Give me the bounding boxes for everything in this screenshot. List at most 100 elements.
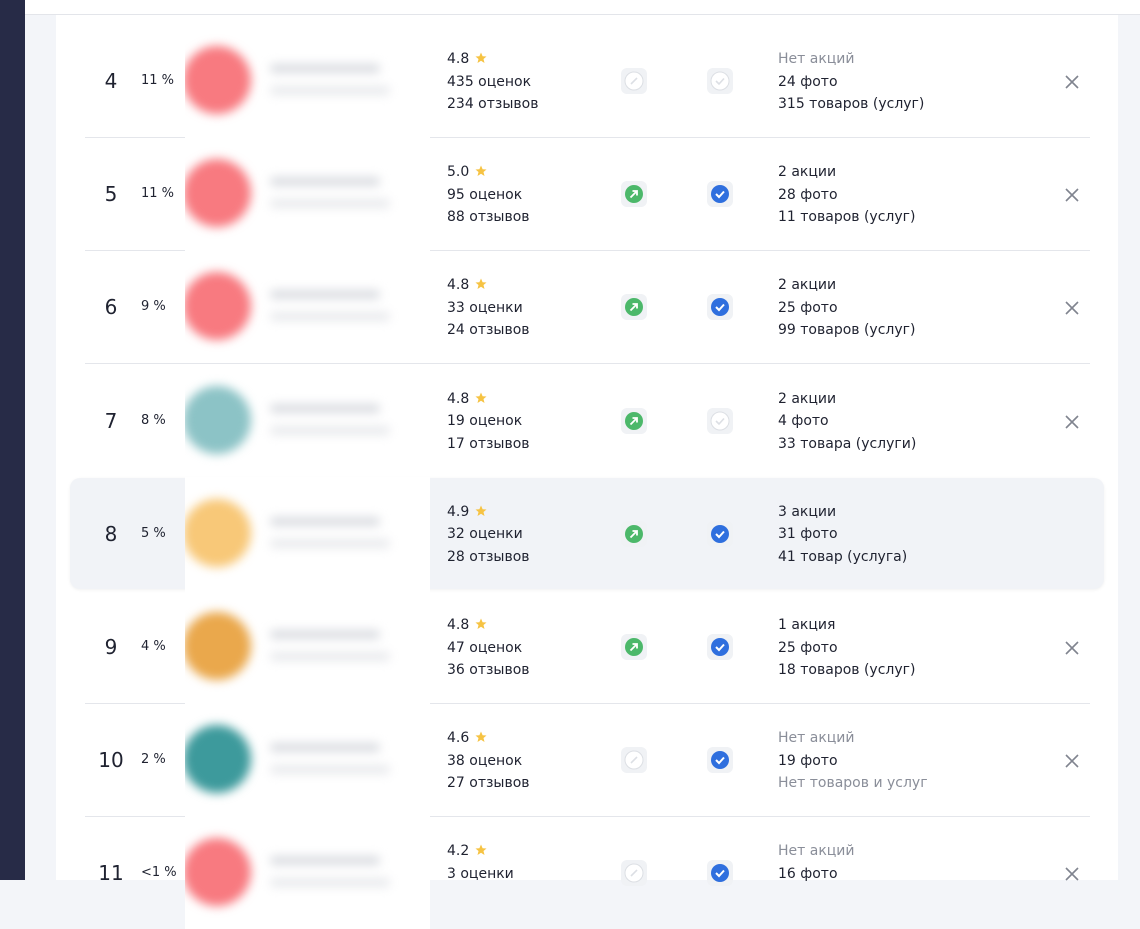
close-icon[interactable] [1064,640,1080,656]
promotion-status-glyph [624,71,644,91]
close-icon[interactable] [1064,866,1080,882]
company-name [270,743,380,753]
row-separator [85,363,1090,365]
rating-count: 234 отзывов [447,96,539,112]
rank: 6 [104,295,118,320]
company-address [270,652,390,661]
table-row[interactable]: 6 9 % 4.8 33 оценки 24 отзывов 2 акции 25 фото… [0,250,1140,365]
rating-count: 435 оценок [447,73,532,90]
rank: 11 [98,861,124,886]
rating-count: 95 оценок [447,186,523,203]
share: 8 % [141,412,166,428]
rating-count: 27 отзывов [447,775,530,792]
detail: 25 фото [778,639,838,656]
share: 5 % [141,525,166,541]
table-row[interactable]: 4 11 % 4.8 435 оценок 234 отзывов Нет акций 24… [0,24,1140,138]
share: 11 % [141,186,175,202]
blurred-company [185,363,430,477]
promotion-status-glyph [625,411,643,430]
verified-status [707,294,733,321]
table-row[interactable]: 11 <1 % 4.2 3 оценки Нет акций 16 фото [0,816,1140,929]
detail: 2 акции [778,164,837,181]
company-logo [185,725,251,794]
remove-button[interactable] [1064,299,1080,321]
verified-status-glyph [711,638,729,656]
detail: 99 товаров (услуг) [778,322,916,339]
star-icon [475,278,487,290]
company-name [270,403,380,413]
detail: Нет акций [778,843,855,860]
company-address [270,199,390,209]
rank: 9 [104,635,118,659]
detail: 4 фото [778,413,829,430]
company-logo [185,385,251,454]
row-separator [85,703,1090,704]
blurred-company [185,137,430,251]
remove-button[interactable] [1064,865,1080,887]
star-icon [475,52,487,63]
verified-status [707,520,733,547]
verified-status-glyph [710,71,730,91]
rating-count: 3 оценки [447,865,514,882]
detail: 24 фото [778,73,838,90]
rating: 4.8 [447,617,487,633]
rating-count: 19 оценок [447,413,523,430]
company-address [270,538,390,548]
promotion-status-glyph [624,750,644,770]
rating: 4.8 [447,51,487,67]
close-icon[interactable] [1064,753,1080,769]
rating-count: 88 отзывов [447,209,530,226]
close-icon[interactable] [1064,300,1080,316]
detail: 28 фото [778,186,838,203]
company-name [270,177,380,187]
promotion-status [621,181,647,208]
company-logo [185,838,251,907]
promotion-status [621,520,647,547]
blurred-company [185,590,430,703]
company-logo [185,272,251,341]
verified-status [707,747,733,774]
close-icon[interactable] [1064,187,1080,203]
blurred-company [185,250,430,364]
share: <1 % [141,865,177,881]
remove-button[interactable] [1064,639,1080,661]
table-row[interactable]: 5 11 % 5.0 95 оценок 88 отзывов 2 акции 28 фот… [0,137,1140,252]
share: 11 % [141,73,175,88]
verified-status-glyph [711,864,729,883]
table-row[interactable]: 9 4 % 4.8 47 оценок 36 отзывов 1 акция 25 фото… [0,590,1140,704]
rating: 5.0 [447,164,487,180]
blurred-company [185,816,430,929]
verified-status-glyph [711,185,729,204]
remove-button[interactable] [1064,413,1080,435]
star-icon [475,392,487,403]
rating: 4.9 [447,504,487,520]
company-logo [185,46,251,114]
company-address [270,86,390,95]
remove-button[interactable] [1064,752,1080,774]
detail: 19 фото [778,752,838,769]
share: 4 % [141,639,166,654]
table-row[interactable]: 8 5 % 4.9 32 оценки 28 отзывов 3 акции 31 фото… [0,476,1140,590]
rating-count: 36 отзывов [447,662,530,678]
detail: 33 товара (услуги) [778,435,917,452]
detail: 31 фото [778,526,838,543]
detail: 3 акции [778,503,837,520]
verified-status-glyph [710,411,730,431]
star-icon [475,618,487,629]
detail: Нет акций [778,730,855,747]
remove-button[interactable] [1064,186,1080,208]
company-logo [185,498,251,567]
table-row[interactable]: 10 2 % 4.6 38 оценок 27 отзывов Нет акций 19 ф… [0,703,1140,818]
verified-status [707,407,733,434]
close-icon[interactable] [1064,74,1080,90]
close-icon[interactable] [1064,414,1080,430]
verified-status-glyph [711,298,729,317]
rating: 4.6 [447,730,487,746]
blurred-company [185,476,430,590]
blurred-company [185,24,430,137]
table-row[interactable]: 7 8 % 4.8 19 оценок 17 отзывов 2 акции 4 фото 3… [0,363,1140,477]
remove-button[interactable] [1064,73,1080,95]
promotion-status-glyph [625,185,643,204]
company-name [270,64,380,73]
company-address [270,765,390,775]
